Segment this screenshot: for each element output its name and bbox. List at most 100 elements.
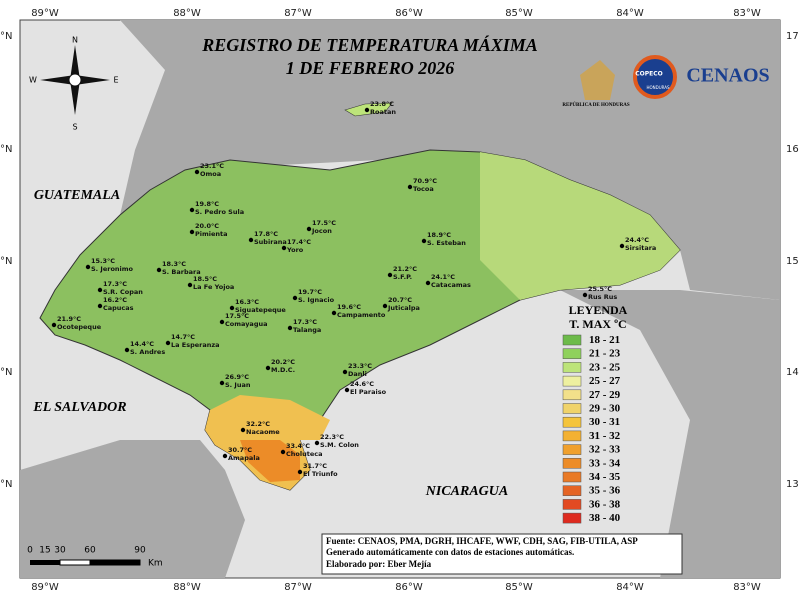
logo-republic: REPÚBLICA DE HONDURAS: [562, 102, 629, 108]
station-temp: 23.1°C: [200, 162, 224, 170]
lat-label: 16: [786, 144, 799, 155]
legend-label: 23 - 25: [589, 361, 621, 373]
station-dot: [407, 184, 413, 190]
caribbean-sea-south: [560, 290, 780, 578]
station-temp: 20.0°C: [195, 222, 219, 230]
lon-label: 84°W: [616, 582, 644, 593]
legend-swatch: [562, 458, 582, 469]
station-dot: [85, 264, 91, 270]
station-temp: 18.3°C: [162, 260, 186, 268]
station-name: Tocoa: [413, 185, 434, 193]
lon-label: 83°W: [733, 8, 761, 19]
country-label: GUATEMALA: [34, 188, 120, 203]
scale-unit: Km: [148, 559, 163, 569]
legend-swatch: [562, 389, 582, 401]
station-name: S.F.P.: [393, 273, 412, 281]
station-temp: 19.7°C: [298, 288, 322, 296]
station-temp: 17.5°C: [225, 312, 249, 320]
station-name: Rus Rus: [588, 293, 617, 301]
legend-label: 36 - 38: [589, 498, 621, 510]
lon-label: 89°W: [31, 8, 59, 19]
lat-label: °N: [0, 31, 12, 42]
station-temp: 22.3°C: [320, 433, 344, 441]
station-name: La Fe Yojoa: [193, 283, 234, 291]
station-name: Amapala: [228, 454, 260, 462]
station-name: S. Pedro Sula: [195, 208, 244, 216]
legend-swatch: [562, 375, 582, 387]
legend-title: LEYENDA: [569, 303, 628, 317]
station-name: Nacaome: [246, 428, 280, 436]
title: REGISTRO DE TEMPERATURA MÁXIMA: [201, 34, 538, 55]
station-name: Juticalpa: [387, 304, 420, 312]
station-dot: [280, 449, 286, 455]
source-line: Elaborado por: Eber Mejía: [326, 559, 432, 569]
lon-label: 88°W: [173, 8, 201, 19]
station-dot: [51, 322, 57, 328]
lon-label: 87°W: [284, 8, 312, 19]
station-name: Omoa: [200, 170, 221, 178]
lon-label: 86°W: [395, 582, 423, 593]
pacific-ocean: [20, 440, 245, 578]
legend-swatch: [562, 416, 582, 428]
station-dot: [219, 319, 225, 325]
country-label: EL SALVADOR: [32, 400, 126, 415]
station-temp: 19.8°C: [195, 200, 219, 208]
station-temp: 20.7°C: [388, 296, 412, 304]
legend-swatch: [562, 512, 582, 524]
legend-subtitle: T. MAX ºC: [569, 317, 626, 331]
station-dot: [222, 453, 228, 459]
station-dot: [240, 427, 246, 433]
lat-label: °N: [0, 479, 12, 490]
scale-tick: 15: [39, 546, 50, 556]
station-temp: 70.9°C: [413, 177, 437, 185]
station-temp: 24.4°C: [625, 236, 649, 244]
station-dot: [229, 305, 235, 311]
station-temp: 18.9°C: [427, 231, 451, 239]
station-temp: 17.3°C: [293, 318, 317, 326]
legend-label: 30 - 31: [589, 416, 620, 428]
station-temp: 19.6°C: [337, 303, 361, 311]
station-temp: 23.8°C: [370, 100, 394, 108]
station-name: S.M. Colon: [320, 441, 359, 449]
station-dot: [194, 169, 200, 175]
lat-label: 14: [786, 367, 799, 378]
station-temp: 14.4°C: [130, 340, 154, 348]
lat-label: 15: [786, 256, 799, 267]
station-name: S. Jeronimo: [91, 265, 134, 273]
station-name: El Triunfo: [303, 470, 338, 478]
station-temp: 17.4°C: [287, 238, 311, 246]
lat-label: 13: [786, 479, 799, 490]
station-name: Capucas: [103, 304, 134, 312]
legend-swatch: [562, 362, 582, 373]
station-name: Choluteca: [286, 450, 322, 458]
station-temp: 24.6°C: [350, 380, 374, 388]
logo-center: CENAOS: [686, 65, 769, 87]
legend-label: 32 - 33: [589, 444, 621, 456]
legend-label: 27 - 29: [589, 389, 621, 401]
station-name: S. Esteban: [427, 239, 466, 247]
lon-label: 84°W: [616, 8, 644, 19]
station-name: S. Juan: [225, 381, 251, 389]
legend-swatch: [562, 444, 582, 455]
lat-label: °N: [0, 144, 12, 155]
station-dot: [297, 469, 303, 475]
lon-label: 86°W: [395, 8, 423, 19]
station-name: S. Andres: [130, 348, 165, 356]
lon-label: 89°W: [31, 582, 59, 593]
lon-label: 83°W: [733, 582, 761, 593]
compass-s: S: [72, 123, 77, 132]
legend-label: 35 - 36: [589, 485, 621, 497]
station-dot: [306, 226, 312, 232]
station-name: El Paraiso: [350, 388, 387, 396]
legend-swatch: [562, 471, 582, 483]
lon-label: 88°W: [173, 582, 201, 593]
station-temp: 16.3°C: [235, 298, 259, 306]
logo-emblem: [580, 55, 677, 100]
station-dot: [189, 207, 195, 213]
lat-label: 17: [786, 31, 799, 42]
station-name: La Esperanza: [171, 341, 220, 349]
station-dot: [165, 340, 171, 346]
compass: [40, 45, 110, 115]
source-box: [321, 533, 683, 575]
station-temp: 26.9°C: [225, 373, 249, 381]
